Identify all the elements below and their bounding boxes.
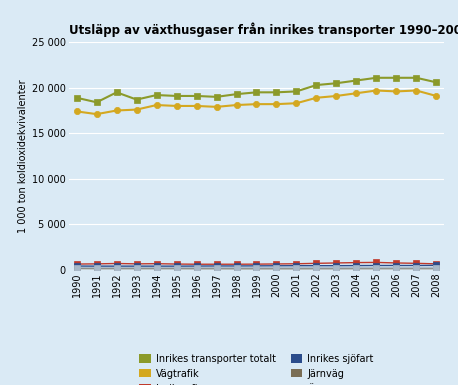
Text: Utsläpp av växthusgaser från inrikes transporter 1990–2008: Utsläpp av växthusgaser från inrikes tra… [69, 22, 458, 37]
Y-axis label: 1 000 ton koldioxidekvivalenter: 1 000 ton koldioxidekvivalenter [18, 79, 28, 233]
Legend: Inrikes transporter totalt, Vägtrafik, Inrikes flyg, Inrikes sjöfart, Järnväg, Ö: Inrikes transporter totalt, Vägtrafik, I… [140, 354, 373, 385]
